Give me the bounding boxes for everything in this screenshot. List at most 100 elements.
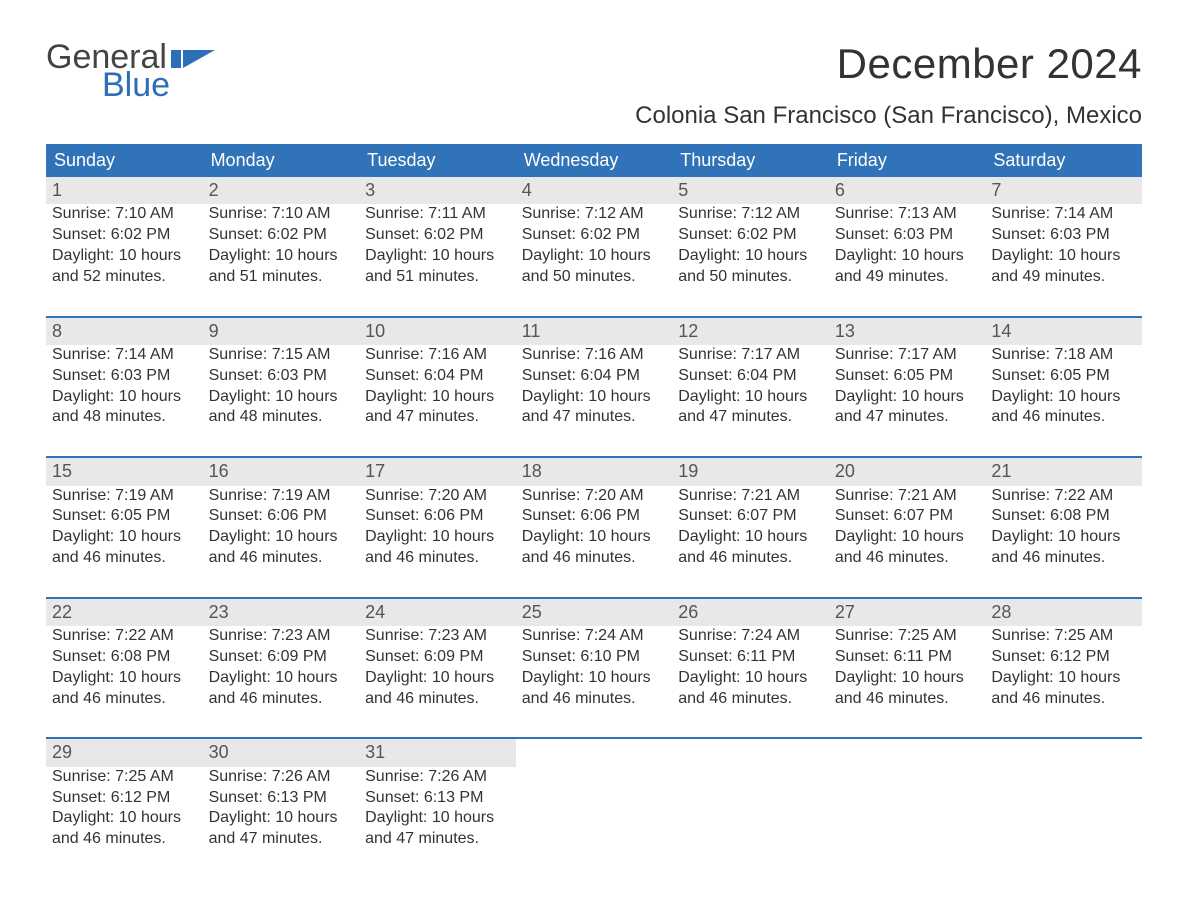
header-row: General Blue December 2024 Colonia San F… xyxy=(46,40,1142,130)
logo: General Blue xyxy=(46,40,215,102)
day-cell: Sunrise: 7:21 AMSunset: 6:07 PMDaylight:… xyxy=(672,486,829,598)
day-cell: Sunrise: 7:12 AMSunset: 6:02 PMDaylight:… xyxy=(672,204,829,316)
day-content-row: Sunrise: 7:25 AMSunset: 6:12 PMDaylight:… xyxy=(46,767,1142,878)
sunset-text: Sunset: 6:09 PM xyxy=(365,647,510,668)
day-number-cell: 31 xyxy=(359,738,516,766)
daylight-text-1: Daylight: 10 hours xyxy=(52,246,197,267)
sunrise-text: Sunrise: 7:13 AM xyxy=(835,204,980,225)
day-content-row: Sunrise: 7:10 AMSunset: 6:02 PMDaylight:… xyxy=(46,204,1142,316)
sunrise-text: Sunrise: 7:21 AM xyxy=(678,486,823,507)
day-cell: Sunrise: 7:23 AMSunset: 6:09 PMDaylight:… xyxy=(359,626,516,738)
sunrise-text: Sunrise: 7:15 AM xyxy=(209,345,354,366)
sunset-text: Sunset: 6:05 PM xyxy=(991,366,1136,387)
daylight-text-1: Daylight: 10 hours xyxy=(52,808,197,829)
day-number-cell: 14 xyxy=(985,317,1142,345)
sunrise-text: Sunrise: 7:25 AM xyxy=(52,767,197,788)
day-cell xyxy=(672,767,829,878)
daynum-row: 1234567 xyxy=(46,177,1142,204)
day-number-cell: 20 xyxy=(829,457,986,485)
weekday-header-row: Sunday Monday Tuesday Wednesday Thursday… xyxy=(46,144,1142,177)
day-cell: Sunrise: 7:11 AMSunset: 6:02 PMDaylight:… xyxy=(359,204,516,316)
daynum-row: 15161718192021 xyxy=(46,457,1142,485)
daylight-text-1: Daylight: 10 hours xyxy=(991,527,1136,548)
daylight-text-2: and 46 minutes. xyxy=(52,548,197,569)
sunset-text: Sunset: 6:13 PM xyxy=(365,788,510,809)
day-number-cell: 15 xyxy=(46,457,203,485)
sunset-text: Sunset: 6:03 PM xyxy=(52,366,197,387)
day-cell: Sunrise: 7:24 AMSunset: 6:10 PMDaylight:… xyxy=(516,626,673,738)
daylight-text-2: and 46 minutes. xyxy=(678,689,823,710)
sunrise-text: Sunrise: 7:19 AM xyxy=(52,486,197,507)
daylight-text-2: and 46 minutes. xyxy=(991,689,1136,710)
sunset-text: Sunset: 6:06 PM xyxy=(209,506,354,527)
day-number-cell: 7 xyxy=(985,177,1142,204)
daylight-text-2: and 51 minutes. xyxy=(209,267,354,288)
day-cell: Sunrise: 7:20 AMSunset: 6:06 PMDaylight:… xyxy=(516,486,673,598)
day-content-row: Sunrise: 7:22 AMSunset: 6:08 PMDaylight:… xyxy=(46,626,1142,738)
day-number-cell: 10 xyxy=(359,317,516,345)
daylight-text-2: and 47 minutes. xyxy=(678,407,823,428)
sunrise-text: Sunrise: 7:22 AM xyxy=(991,486,1136,507)
weekday-header: Sunday xyxy=(46,144,203,177)
sunrise-text: Sunrise: 7:16 AM xyxy=(365,345,510,366)
sunrise-text: Sunrise: 7:17 AM xyxy=(678,345,823,366)
sunrise-text: Sunrise: 7:23 AM xyxy=(209,626,354,647)
daylight-text-2: and 46 minutes. xyxy=(52,689,197,710)
day-cell: Sunrise: 7:14 AMSunset: 6:03 PMDaylight:… xyxy=(985,204,1142,316)
sunrise-text: Sunrise: 7:18 AM xyxy=(991,345,1136,366)
daylight-text-1: Daylight: 10 hours xyxy=(365,246,510,267)
day-cell: Sunrise: 7:22 AMSunset: 6:08 PMDaylight:… xyxy=(985,486,1142,598)
day-cell: Sunrise: 7:12 AMSunset: 6:02 PMDaylight:… xyxy=(516,204,673,316)
day-cell: Sunrise: 7:26 AMSunset: 6:13 PMDaylight:… xyxy=(203,767,360,878)
sunset-text: Sunset: 6:07 PM xyxy=(835,506,980,527)
day-content-row: Sunrise: 7:14 AMSunset: 6:03 PMDaylight:… xyxy=(46,345,1142,457)
daylight-text-1: Daylight: 10 hours xyxy=(835,246,980,267)
daynum-row: 891011121314 xyxy=(46,317,1142,345)
weekday-header: Friday xyxy=(829,144,986,177)
daylight-text-2: and 46 minutes. xyxy=(522,689,667,710)
daylight-text-2: and 46 minutes. xyxy=(991,548,1136,569)
daylight-text-2: and 46 minutes. xyxy=(678,548,823,569)
daylight-text-2: and 47 minutes. xyxy=(365,829,510,850)
day-content-row: Sunrise: 7:19 AMSunset: 6:05 PMDaylight:… xyxy=(46,486,1142,598)
logo-text-blue: Blue xyxy=(102,68,215,102)
daylight-text-1: Daylight: 10 hours xyxy=(209,387,354,408)
day-number-cell: 3 xyxy=(359,177,516,204)
day-cell: Sunrise: 7:15 AMSunset: 6:03 PMDaylight:… xyxy=(203,345,360,457)
sunset-text: Sunset: 6:04 PM xyxy=(522,366,667,387)
daylight-text-1: Daylight: 10 hours xyxy=(678,668,823,689)
day-cell: Sunrise: 7:19 AMSunset: 6:05 PMDaylight:… xyxy=(46,486,203,598)
sunrise-text: Sunrise: 7:14 AM xyxy=(991,204,1136,225)
daylight-text-1: Daylight: 10 hours xyxy=(365,808,510,829)
daylight-text-1: Daylight: 10 hours xyxy=(678,527,823,548)
weekday-header: Thursday xyxy=(672,144,829,177)
daylight-text-1: Daylight: 10 hours xyxy=(678,246,823,267)
daylight-text-2: and 46 minutes. xyxy=(991,407,1136,428)
sunrise-text: Sunrise: 7:26 AM xyxy=(365,767,510,788)
daylight-text-1: Daylight: 10 hours xyxy=(209,246,354,267)
sunset-text: Sunset: 6:09 PM xyxy=(209,647,354,668)
day-number-cell: 22 xyxy=(46,598,203,626)
sunset-text: Sunset: 6:05 PM xyxy=(835,366,980,387)
daylight-text-2: and 46 minutes. xyxy=(522,548,667,569)
sunset-text: Sunset: 6:12 PM xyxy=(52,788,197,809)
day-number-cell: 9 xyxy=(203,317,360,345)
day-cell: Sunrise: 7:25 AMSunset: 6:12 PMDaylight:… xyxy=(985,626,1142,738)
sunset-text: Sunset: 6:08 PM xyxy=(991,506,1136,527)
daylight-text-2: and 50 minutes. xyxy=(522,267,667,288)
sunrise-text: Sunrise: 7:20 AM xyxy=(365,486,510,507)
daylight-text-1: Daylight: 10 hours xyxy=(522,668,667,689)
day-number-cell xyxy=(985,738,1142,766)
daylight-text-1: Daylight: 10 hours xyxy=(678,387,823,408)
day-cell: Sunrise: 7:14 AMSunset: 6:03 PMDaylight:… xyxy=(46,345,203,457)
sunrise-text: Sunrise: 7:26 AM xyxy=(209,767,354,788)
sunset-text: Sunset: 6:03 PM xyxy=(991,225,1136,246)
calendar-table: Sunday Monday Tuesday Wednesday Thursday… xyxy=(46,144,1142,878)
daynum-row: 293031 xyxy=(46,738,1142,766)
day-number-cell: 2 xyxy=(203,177,360,204)
day-number-cell: 28 xyxy=(985,598,1142,626)
day-cell: Sunrise: 7:10 AMSunset: 6:02 PMDaylight:… xyxy=(203,204,360,316)
day-cell: Sunrise: 7:25 AMSunset: 6:12 PMDaylight:… xyxy=(46,767,203,878)
daynum-row: 22232425262728 xyxy=(46,598,1142,626)
daylight-text-2: and 47 minutes. xyxy=(209,829,354,850)
